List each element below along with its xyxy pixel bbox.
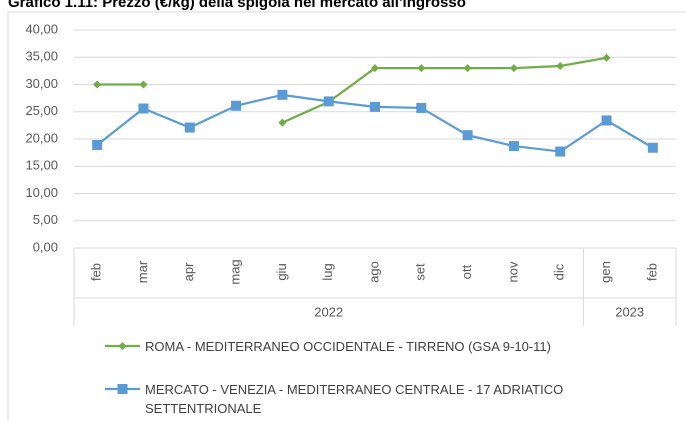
y-tick-label: 20,00 bbox=[25, 130, 58, 145]
x-tick-label: dic bbox=[552, 263, 567, 280]
marker bbox=[508, 141, 519, 152]
marker bbox=[278, 118, 287, 127]
marker bbox=[416, 102, 427, 113]
group-label: 2022 bbox=[314, 304, 343, 319]
y-tick-label: 5,00 bbox=[33, 212, 58, 227]
marker bbox=[509, 64, 518, 73]
chart-border bbox=[7, 11, 686, 421]
marker bbox=[184, 122, 195, 133]
marker bbox=[555, 146, 566, 157]
x-tick-label: lug bbox=[320, 263, 335, 280]
marker bbox=[118, 342, 127, 350]
legend-label: ROMA - MEDITERRANEO OCCIDENTALE - TIRREN… bbox=[145, 339, 551, 354]
x-tick-label: mag bbox=[228, 259, 243, 284]
marker bbox=[139, 80, 148, 89]
marker bbox=[556, 61, 565, 70]
marker bbox=[601, 115, 612, 126]
y-tick-label: 0,00 bbox=[33, 239, 58, 254]
y-tick-label: 35,00 bbox=[25, 49, 58, 64]
marker bbox=[323, 96, 334, 107]
x-tick-label: set bbox=[413, 263, 428, 281]
y-tick-label: 40,00 bbox=[25, 21, 58, 36]
marker bbox=[277, 89, 288, 100]
marker bbox=[117, 384, 128, 394]
marker bbox=[138, 103, 149, 114]
x-tick-label: ago bbox=[366, 261, 381, 283]
legend-label: MERCATO - VENEZIA - MEDITERRANEO CENTRAL… bbox=[145, 382, 564, 416]
marker bbox=[370, 101, 380, 112]
x-tick-label: ott bbox=[459, 264, 474, 279]
x-tick-label: feb bbox=[89, 263, 104, 281]
marker bbox=[93, 80, 102, 89]
y-tick-label: 30,00 bbox=[25, 76, 58, 91]
x-tick-label: gen bbox=[598, 261, 613, 283]
x-tick-label: apr bbox=[181, 262, 196, 281]
y-tick-label: 10,00 bbox=[25, 185, 58, 200]
series-line bbox=[97, 56, 607, 124]
x-tick-label: mar bbox=[135, 260, 150, 283]
y-tick-label: 15,00 bbox=[25, 158, 58, 173]
x-tick-label: giu bbox=[274, 263, 289, 280]
chart-title: Grafico 1.11: Prezzo (€/kg) della spigol… bbox=[8, 0, 466, 11]
marker bbox=[371, 64, 379, 73]
marker bbox=[231, 100, 242, 111]
marker bbox=[417, 64, 426, 73]
marker bbox=[92, 139, 103, 150]
x-tick-label: nov bbox=[505, 261, 520, 282]
marker bbox=[647, 142, 658, 153]
marker bbox=[463, 64, 472, 73]
marker bbox=[602, 53, 611, 62]
marker bbox=[462, 130, 473, 141]
x-tick-label: feb bbox=[644, 263, 659, 281]
group-label: 2023 bbox=[615, 304, 644, 319]
y-tick-label: 25,00 bbox=[25, 103, 58, 118]
